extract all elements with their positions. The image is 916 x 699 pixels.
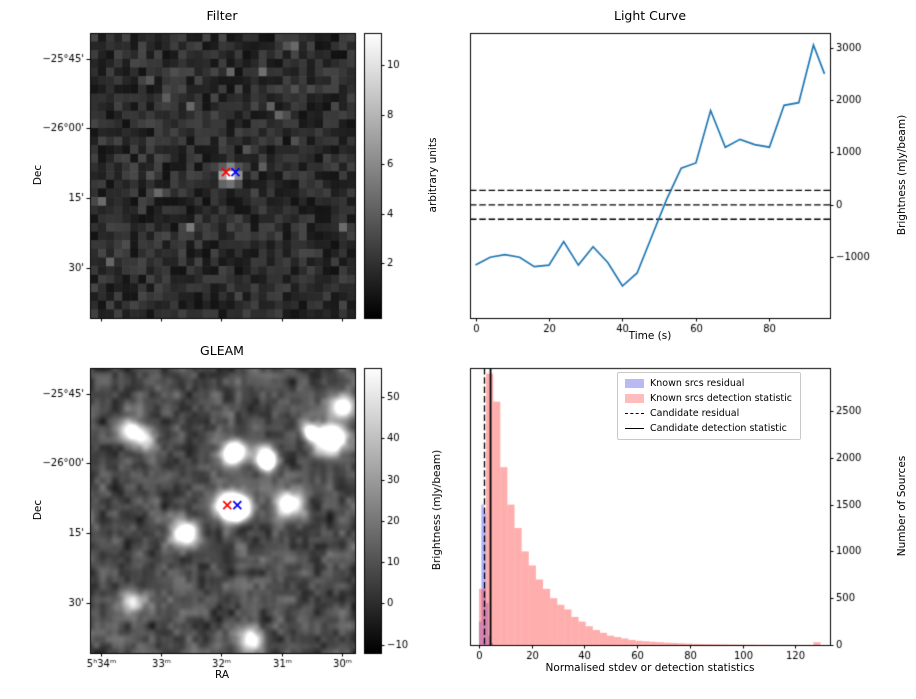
histogram-xlabel: Normalised stdev or detection statistics: [545, 662, 755, 674]
filter-colorbar-label: arbitrary units: [427, 137, 439, 213]
panel-title-filter: Filter: [206, 8, 238, 23]
legend-label: Candidate residual: [650, 408, 740, 419]
gleam-xlabel: RA: [214, 669, 230, 681]
legend-item-candidate-detection: Candidate detection statistic: [625, 422, 792, 435]
filter-ylabel: Dec: [32, 164, 44, 186]
legend-swatch-candidate-residual: [625, 413, 644, 414]
legend-swatch-candidate-detection: [625, 428, 644, 429]
legend-item-known-residual: Known srcs residual: [625, 377, 792, 390]
gleam-colorbar-label: Brightness (mJy/beam): [431, 449, 443, 571]
legend-label: Known srcs detection statistic: [650, 393, 792, 404]
panel-title-light-curve: Light Curve: [613, 8, 687, 23]
legend-item-candidate-residual: Candidate residual: [625, 407, 792, 420]
legend-item-known-detection: Known srcs detection statistic: [625, 392, 792, 405]
legend-label: Candidate detection statistic: [650, 423, 787, 434]
gleam-ylabel: Dec: [32, 499, 44, 521]
legend: Known srcs residual Known srcs detection…: [617, 372, 801, 440]
light-curve-xlabel: Time (s): [628, 330, 672, 342]
legend-label: Known srcs residual: [650, 378, 745, 389]
light-curve-ylabel: Brightness (mJy/beam): [896, 114, 908, 236]
legend-swatch-known-detection: [625, 394, 644, 403]
histogram-ylabel: Number of Sources: [896, 455, 908, 557]
legend-swatch-known-residual: [625, 379, 644, 388]
panel-title-gleam: GLEAM: [200, 343, 244, 358]
